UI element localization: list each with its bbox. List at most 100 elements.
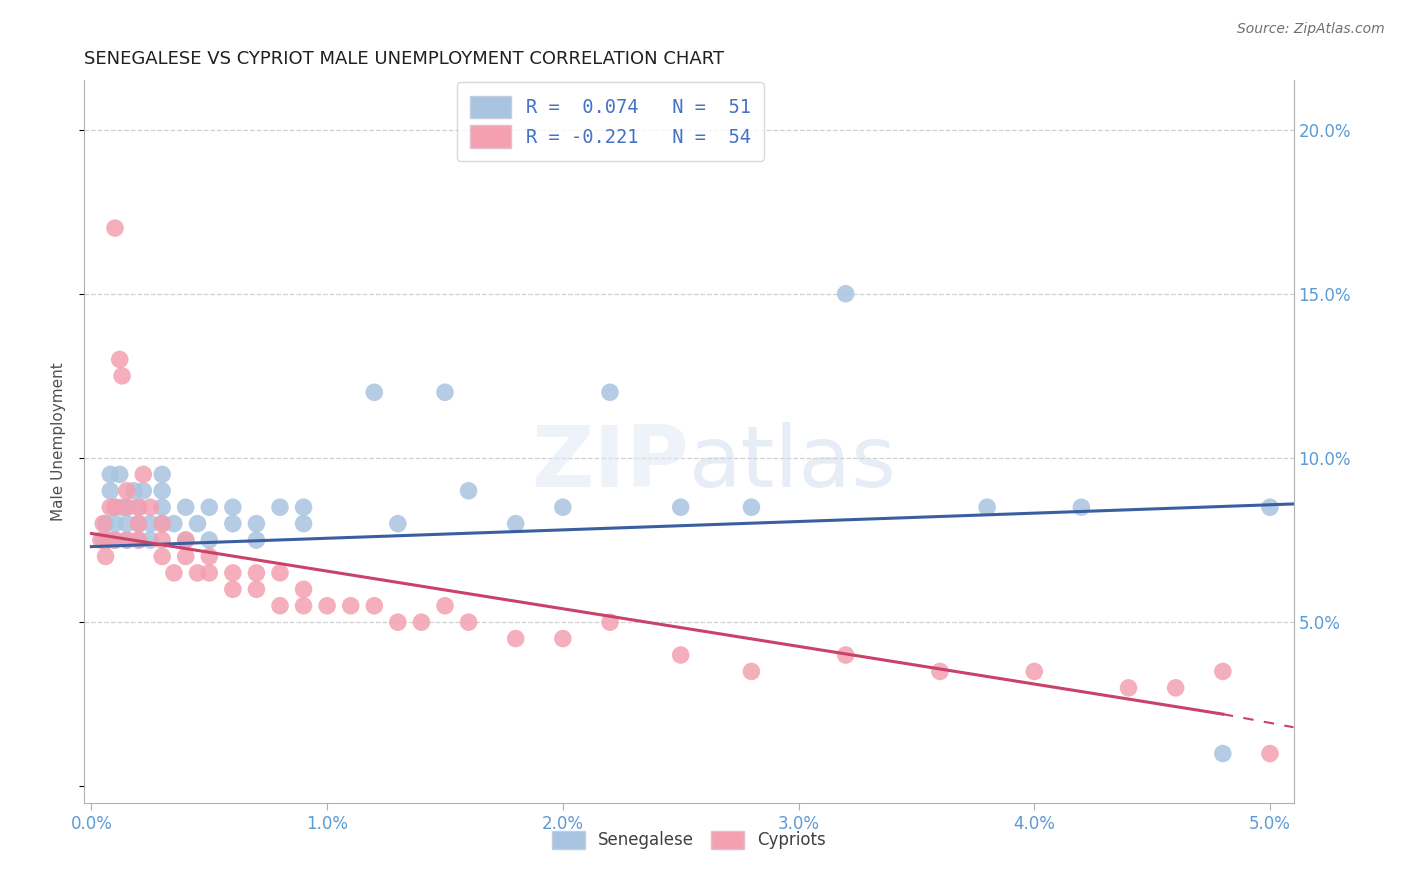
Point xyxy=(128,516,150,531)
Point xyxy=(104,533,127,547)
Point xyxy=(245,533,267,547)
Point xyxy=(363,385,385,400)
Point xyxy=(1118,681,1140,695)
Point xyxy=(139,533,162,547)
Point xyxy=(740,665,762,679)
Point xyxy=(929,665,952,679)
Point xyxy=(222,516,245,531)
Point xyxy=(198,566,221,580)
Text: atlas: atlas xyxy=(689,422,897,505)
Point xyxy=(198,500,221,515)
Point xyxy=(98,483,121,498)
Point xyxy=(139,516,162,531)
Point xyxy=(834,286,856,301)
Point xyxy=(111,368,134,383)
Text: SENEGALESE VS CYPRIOT MALE UNEMPLOYMENT CORRELATION CHART: SENEGALESE VS CYPRIOT MALE UNEMPLOYMENT … xyxy=(84,50,724,68)
Point xyxy=(339,599,361,613)
Point xyxy=(163,566,186,580)
Point xyxy=(104,533,127,547)
Point xyxy=(1212,747,1234,761)
Point xyxy=(433,599,456,613)
Point xyxy=(222,500,245,515)
Point xyxy=(599,385,621,400)
Point xyxy=(976,500,998,515)
Point xyxy=(132,467,155,482)
Point xyxy=(186,516,208,531)
Point xyxy=(98,500,121,515)
Point xyxy=(132,483,155,498)
Point xyxy=(174,549,197,564)
Point xyxy=(150,467,173,482)
Point xyxy=(122,483,145,498)
Point xyxy=(128,533,150,547)
Point xyxy=(222,566,245,580)
Point xyxy=(174,533,197,547)
Y-axis label: Male Unemployment: Male Unemployment xyxy=(51,362,66,521)
Point xyxy=(128,500,150,515)
Point xyxy=(97,533,120,547)
Point xyxy=(198,549,221,564)
Point xyxy=(174,500,197,515)
Text: ZIP: ZIP xyxy=(531,422,689,505)
Point xyxy=(269,500,291,515)
Legend: Senegalese, Cypriots: Senegalese, Cypriots xyxy=(546,824,832,856)
Point xyxy=(1258,747,1281,761)
Point xyxy=(1258,500,1281,515)
Point xyxy=(115,533,138,547)
Point xyxy=(91,516,114,531)
Point xyxy=(104,500,127,515)
Point xyxy=(505,516,527,531)
Point xyxy=(90,533,112,547)
Point xyxy=(150,516,173,531)
Point xyxy=(387,615,409,630)
Point xyxy=(139,500,162,515)
Point xyxy=(245,582,267,597)
Point xyxy=(104,221,127,235)
Point xyxy=(269,599,291,613)
Point xyxy=(292,516,315,531)
Point xyxy=(1164,681,1187,695)
Point xyxy=(128,500,150,515)
Point xyxy=(97,533,120,547)
Point xyxy=(245,566,267,580)
Point xyxy=(115,483,138,498)
Point xyxy=(551,500,574,515)
Point xyxy=(128,516,150,531)
Point xyxy=(411,615,433,630)
Point xyxy=(599,615,621,630)
Point xyxy=(94,549,117,564)
Point xyxy=(115,500,138,515)
Point xyxy=(1024,665,1046,679)
Point xyxy=(740,500,762,515)
Point xyxy=(1070,500,1092,515)
Point xyxy=(91,533,114,547)
Point xyxy=(457,615,479,630)
Point xyxy=(292,582,315,597)
Point xyxy=(269,566,291,580)
Point xyxy=(669,648,692,662)
Point xyxy=(457,483,479,498)
Point xyxy=(150,500,173,515)
Point xyxy=(108,352,131,367)
Point xyxy=(245,516,267,531)
Point xyxy=(111,500,134,515)
Point xyxy=(316,599,339,613)
Point xyxy=(1212,665,1234,679)
Point xyxy=(104,500,127,515)
Point xyxy=(174,533,197,547)
Point xyxy=(292,599,315,613)
Point xyxy=(163,516,186,531)
Point xyxy=(98,467,121,482)
Point xyxy=(94,516,117,531)
Point xyxy=(115,516,138,531)
Point xyxy=(292,500,315,515)
Point xyxy=(150,516,173,531)
Point xyxy=(198,533,221,547)
Point xyxy=(150,549,173,564)
Point xyxy=(222,582,245,597)
Point xyxy=(363,599,385,613)
Point xyxy=(669,500,692,515)
Point xyxy=(128,533,150,547)
Point xyxy=(433,385,456,400)
Point xyxy=(387,516,409,531)
